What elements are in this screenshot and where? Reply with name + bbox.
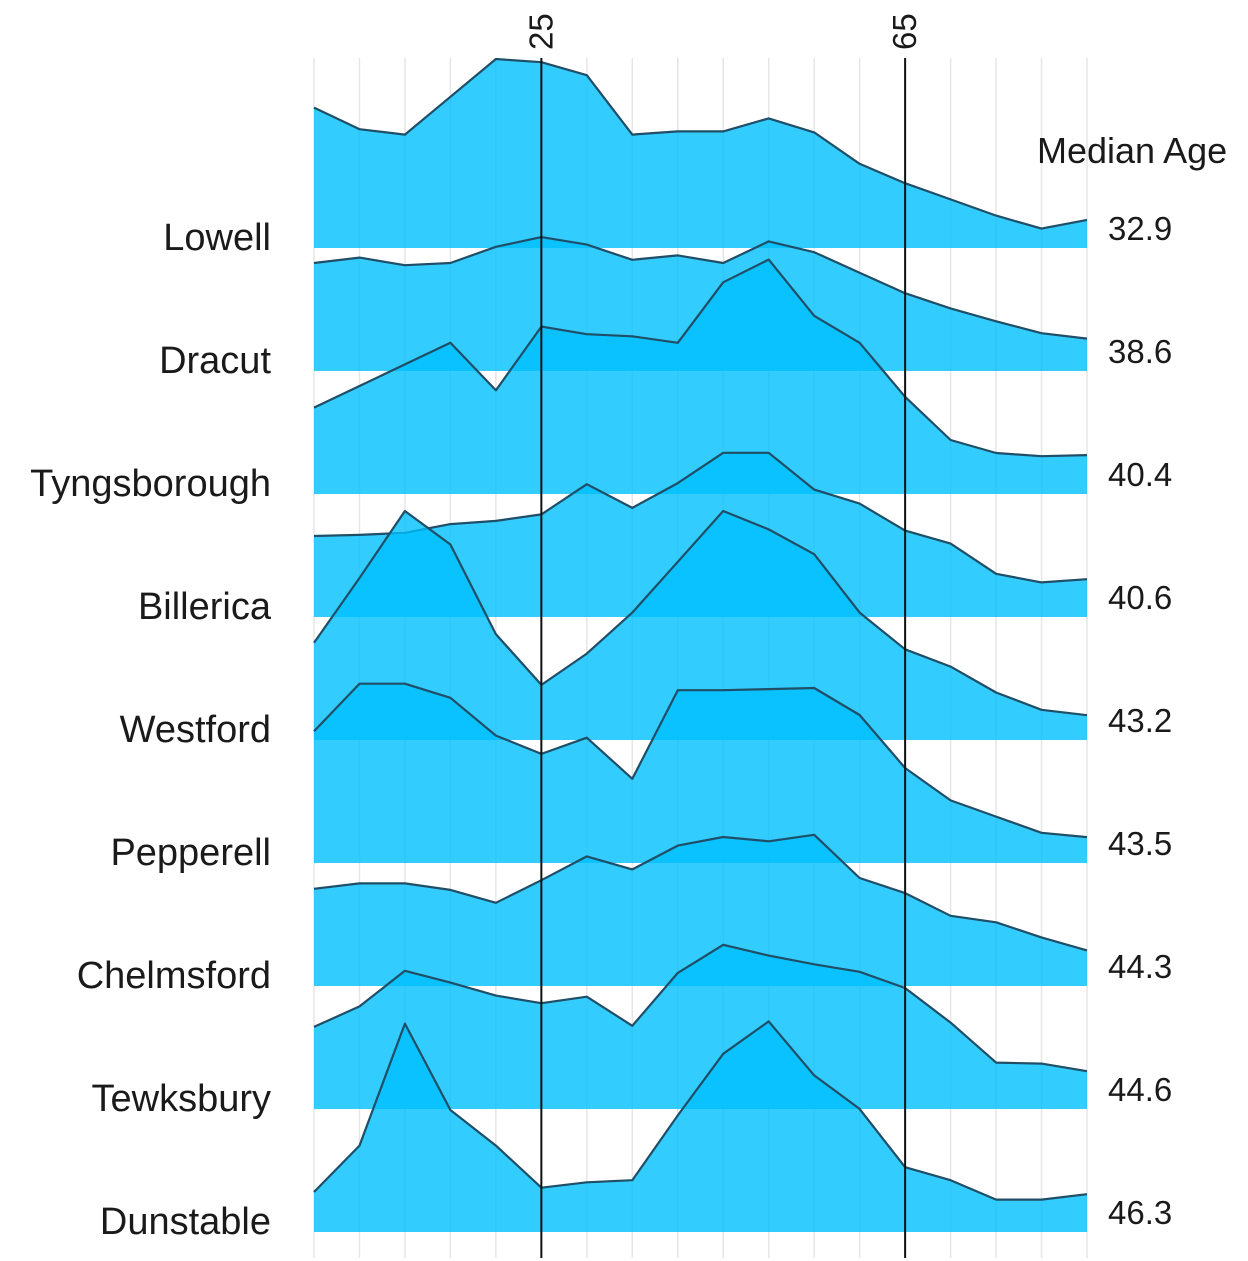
town-label-dracut: Dracut — [159, 340, 271, 382]
ridge-dracut: Dracut 38.6 — [159, 236, 1172, 382]
ridge-dunstable: Dunstable 46.3 — [100, 1020, 1172, 1243]
town-label-lowell: Lowell — [163, 217, 271, 259]
median-value-dracut: 38.6 — [1108, 333, 1172, 370]
ridge-line-dunstable — [313, 1020, 1088, 1201]
median-value-pepperell: 43.5 — [1108, 825, 1172, 862]
ridge-area-pepperell — [314, 683, 1087, 863]
town-label-billerica: Billerica — [138, 586, 272, 628]
ridge-area-chelmsford — [314, 834, 1087, 986]
town-label-pepperell: Pepperell — [110, 832, 271, 874]
ridge-line-dracut — [313, 236, 1088, 340]
ridge-area-westford — [314, 511, 1087, 740]
median-value-chelmsford: 44.3 — [1108, 948, 1172, 985]
reference-lines: 25 65 — [522, 13, 923, 1258]
ridges: Lowell 32.9 Dracut 38.6 Tyngsborough 40.4 Bill… — [30, 57, 1172, 1243]
median-value-lowell: 32.9 — [1108, 210, 1172, 247]
town-label-westford: Westford — [120, 709, 271, 751]
median-value-tewksbury: 44.6 — [1108, 1071, 1172, 1108]
median-value-billerica: 40.6 — [1108, 579, 1172, 616]
reference-label-65: 65 — [886, 13, 923, 50]
reference-label-25: 25 — [522, 13, 559, 50]
ridge-area-tyngsborough — [314, 259, 1087, 494]
ridge-line-tyngsborough — [313, 258, 1088, 458]
ridge-line-pepperell — [313, 682, 1088, 839]
town-label-tewksbury: Tewksbury — [92, 1078, 272, 1120]
ridge-area-dracut — [314, 237, 1087, 371]
median-value-westford: 43.2 — [1108, 702, 1172, 739]
ridge-line-tewksbury — [313, 943, 1088, 1073]
median-value-tyngsborough: 40.4 — [1108, 456, 1172, 493]
ridge-area-tewksbury — [314, 944, 1087, 1109]
ridge-tyngsborough: Tyngsborough 40.4 — [30, 258, 1172, 505]
ridge-tewksbury: Tewksbury 44.6 — [92, 943, 1172, 1120]
ridge-line-westford — [313, 509, 1088, 717]
ridge-area-lowell — [314, 59, 1087, 248]
ridge-pepperell: Pepperell 43.5 — [110, 682, 1172, 874]
ridge-chelmsford: Chelmsford 44.3 — [77, 833, 1172, 997]
ridge-line-chelmsford — [313, 833, 1088, 952]
ridge-lowell: Lowell 32.9 — [163, 57, 1172, 259]
town-label-tyngsborough: Tyngsborough — [30, 463, 271, 505]
ridge-line-billerica — [313, 451, 1088, 584]
town-label-chelmsford: Chelmsford — [77, 955, 271, 997]
median-value-dunstable: 46.3 — [1108, 1194, 1172, 1231]
ridge-line-lowell — [313, 57, 1088, 230]
median-age-title: Median Age — [1037, 130, 1227, 171]
town-label-dunstable: Dunstable — [100, 1201, 271, 1243]
ridge-area-dunstable — [314, 1021, 1087, 1232]
ridge-westford: Westford 43.2 — [120, 509, 1172, 751]
